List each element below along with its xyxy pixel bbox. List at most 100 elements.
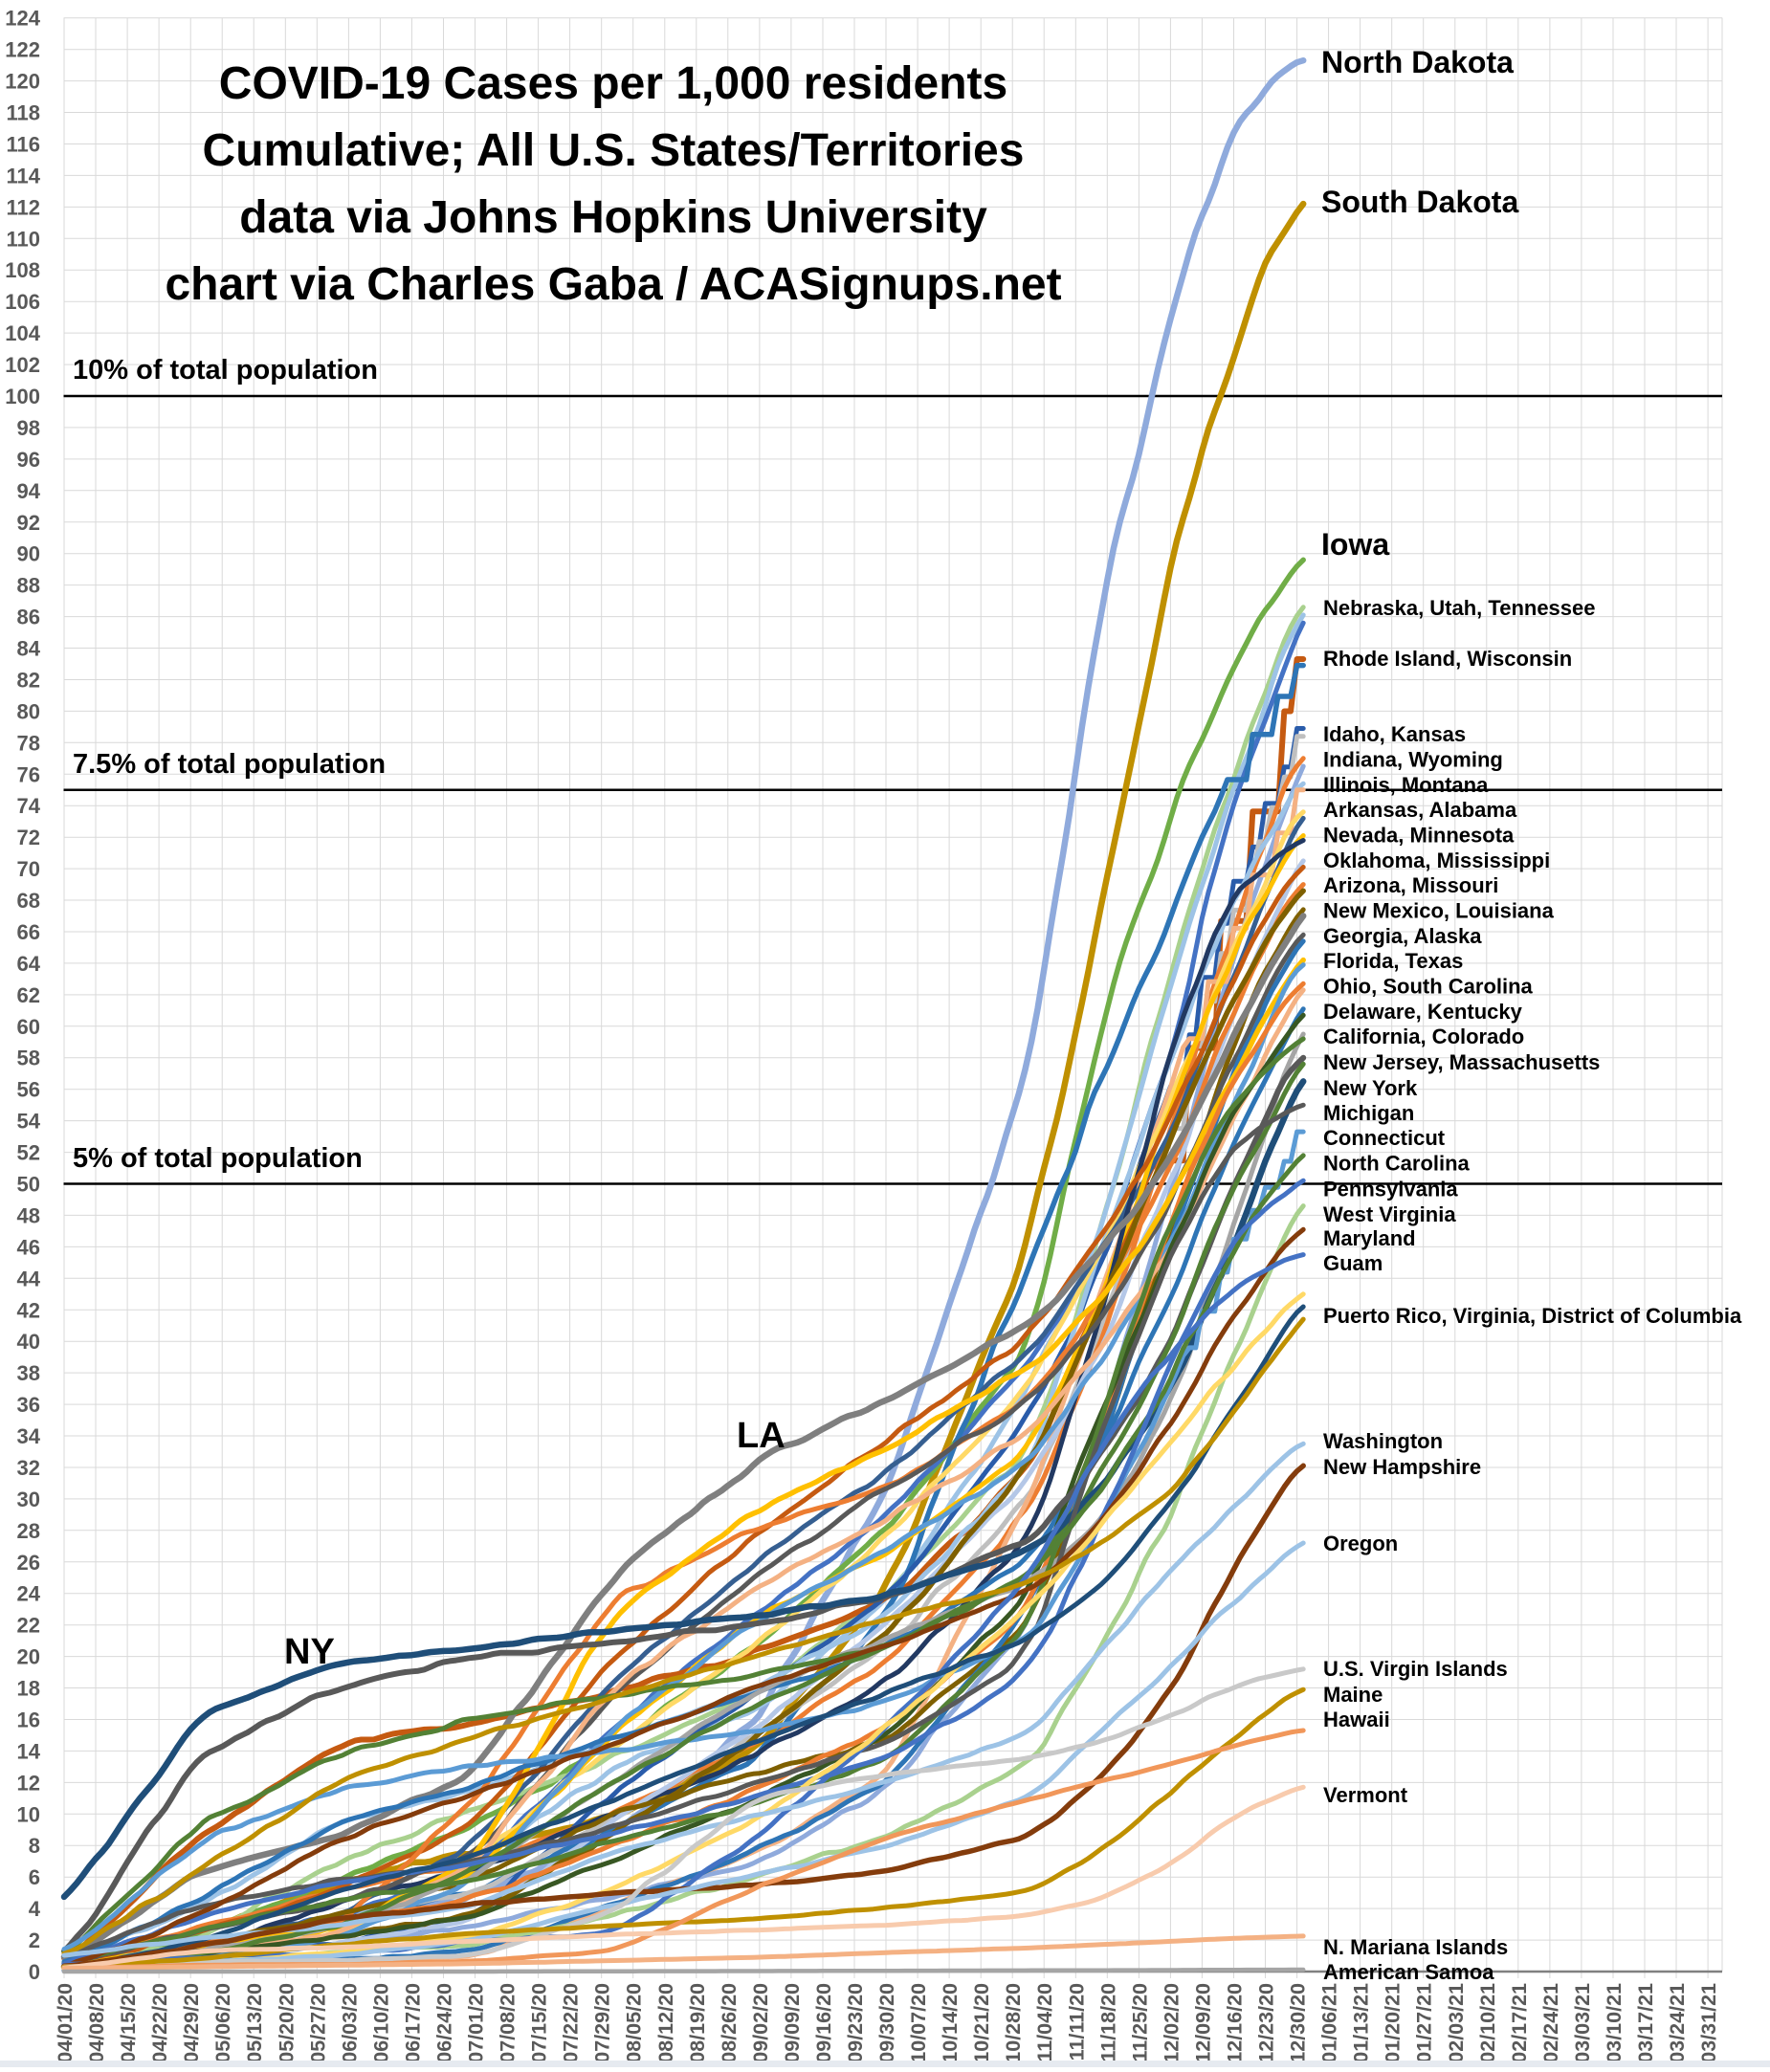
svg-text:Arizona, Missouri: Arizona, Missouri xyxy=(1323,873,1498,897)
svg-text:Cumulative; All U.S. States/Te: Cumulative; All U.S. States/Territories xyxy=(203,125,1025,176)
svg-text:03/03/21: 03/03/21 xyxy=(1571,1983,1594,2063)
svg-text:04/01/20: 04/01/20 xyxy=(54,1983,77,2063)
svg-text:Washington: Washington xyxy=(1323,1429,1443,1453)
svg-text:Maine: Maine xyxy=(1323,1683,1383,1707)
svg-text:90: 90 xyxy=(17,542,40,566)
svg-text:01/20/21: 01/20/21 xyxy=(1382,1983,1405,2063)
svg-text:Puerto Rico, Virginia, Distric: Puerto Rico, Virginia, District of Colum… xyxy=(1323,1304,1742,1328)
svg-text:18: 18 xyxy=(17,1677,40,1701)
svg-text:56: 56 xyxy=(17,1078,40,1102)
svg-text:Guam: Guam xyxy=(1323,1251,1383,1275)
svg-text:08/19/20: 08/19/20 xyxy=(686,1983,709,2063)
svg-text:10/21/20: 10/21/20 xyxy=(970,1983,993,2063)
svg-text:94: 94 xyxy=(17,479,41,503)
svg-text:01/13/21: 01/13/21 xyxy=(1350,1983,1373,2063)
svg-text:South Dakota: South Dakota xyxy=(1321,185,1518,219)
svg-text:80: 80 xyxy=(17,699,40,723)
svg-text:07/22/20: 07/22/20 xyxy=(560,1983,583,2063)
svg-text:Pennsylvania: Pennsylvania xyxy=(1323,1178,1458,1201)
svg-text:02/10/21: 02/10/21 xyxy=(1476,1983,1499,2063)
svg-text:48: 48 xyxy=(17,1203,40,1227)
svg-text:09/09/20: 09/09/20 xyxy=(781,1983,804,2063)
svg-text:46: 46 xyxy=(17,1235,40,1259)
svg-text:60: 60 xyxy=(17,1015,40,1039)
svg-text:120: 120 xyxy=(5,70,40,94)
svg-text:West Virginia: West Virginia xyxy=(1323,1202,1456,1226)
svg-text:Ohio, South Carolina: Ohio, South Carolina xyxy=(1323,975,1534,999)
svg-text:01/06/21: 01/06/21 xyxy=(1318,1983,1341,2063)
svg-text:12/02/20: 12/02/20 xyxy=(1160,1983,1183,2063)
svg-text:04/08/20: 04/08/20 xyxy=(85,1983,108,2063)
svg-text:08/12/20: 08/12/20 xyxy=(654,1983,677,2063)
svg-text:12/09/20: 12/09/20 xyxy=(1191,1983,1214,2063)
svg-text:10% of total population: 10% of total population xyxy=(73,355,378,386)
svg-text:110: 110 xyxy=(7,227,41,251)
svg-text:New Hampshire: New Hampshire xyxy=(1323,1455,1481,1479)
svg-text:Nevada, Minnesota: Nevada, Minnesota xyxy=(1323,824,1515,848)
svg-text:09/02/20: 09/02/20 xyxy=(749,1983,772,2063)
svg-text:50: 50 xyxy=(17,1173,40,1197)
svg-text:68: 68 xyxy=(17,889,40,913)
svg-text:104: 104 xyxy=(5,321,40,345)
svg-text:Connecticut: Connecticut xyxy=(1323,1126,1446,1150)
svg-text:Hawaii: Hawaii xyxy=(1323,1708,1390,1731)
svg-text:64: 64 xyxy=(17,952,41,976)
svg-text:N. Mariana Islands: N. Mariana Islands xyxy=(1323,1935,1508,1959)
svg-text:76: 76 xyxy=(17,762,40,786)
svg-text:2: 2 xyxy=(29,1929,40,1952)
svg-text:32: 32 xyxy=(17,1456,40,1480)
svg-text:Florida, Texas: Florida, Texas xyxy=(1323,949,1463,973)
svg-text:05/06/20: 05/06/20 xyxy=(211,1983,234,2063)
svg-text:10: 10 xyxy=(17,1802,40,1826)
svg-text:12/23/20: 12/23/20 xyxy=(1255,1983,1278,2063)
svg-text:02/24/21: 02/24/21 xyxy=(1539,1983,1562,2063)
svg-text:12/16/20: 12/16/20 xyxy=(1224,1983,1247,2063)
svg-text:28: 28 xyxy=(17,1519,40,1543)
svg-text:20: 20 xyxy=(17,1645,40,1669)
svg-text:42: 42 xyxy=(17,1298,40,1322)
svg-text:6: 6 xyxy=(29,1865,40,1889)
svg-text:04/15/20: 04/15/20 xyxy=(117,1983,140,2063)
svg-text:122: 122 xyxy=(5,38,40,62)
svg-text:74: 74 xyxy=(17,794,41,818)
svg-text:Michigan: Michigan xyxy=(1323,1101,1414,1125)
svg-text:07/01/20: 07/01/20 xyxy=(465,1983,488,2063)
svg-text:14: 14 xyxy=(17,1739,41,1763)
svg-text:08/05/20: 08/05/20 xyxy=(623,1983,646,2063)
svg-text:06/24/20: 06/24/20 xyxy=(433,1983,456,2063)
svg-text:52: 52 xyxy=(17,1141,40,1165)
svg-text:06/10/20: 06/10/20 xyxy=(369,1983,392,2063)
svg-text:30: 30 xyxy=(17,1488,40,1511)
svg-text:0: 0 xyxy=(29,1960,40,1984)
svg-text:California, Colorado: California, Colorado xyxy=(1323,1025,1524,1048)
svg-text:11/18/20: 11/18/20 xyxy=(1096,1983,1119,2062)
svg-text:Indiana, Wyoming: Indiana, Wyoming xyxy=(1323,748,1503,772)
svg-text:72: 72 xyxy=(17,826,40,849)
svg-text:12/30/20: 12/30/20 xyxy=(1287,1983,1310,2063)
svg-text:Idaho, Kansas: Idaho, Kansas xyxy=(1323,722,1466,746)
svg-text:36: 36 xyxy=(17,1393,40,1417)
svg-text:LA: LA xyxy=(737,1416,785,1456)
svg-text:02/17/21: 02/17/21 xyxy=(1508,1983,1531,2063)
svg-text:96: 96 xyxy=(17,448,40,472)
svg-text:New York: New York xyxy=(1323,1076,1418,1100)
svg-text:58: 58 xyxy=(17,1047,40,1070)
svg-text:North Carolina: North Carolina xyxy=(1323,1152,1471,1176)
svg-text:North Dakota: North Dakota xyxy=(1321,45,1514,79)
svg-text:62: 62 xyxy=(17,983,40,1007)
svg-text:09/16/20: 09/16/20 xyxy=(812,1983,835,2063)
svg-text:03/24/21: 03/24/21 xyxy=(1666,1983,1689,2063)
svg-text:82: 82 xyxy=(17,669,40,693)
svg-text:44: 44 xyxy=(17,1267,41,1290)
svg-text:chart via Charles Gaba / ACASi: chart via Charles Gaba / ACASignups.net xyxy=(165,259,1061,310)
svg-text:Iowa: Iowa xyxy=(1321,527,1389,562)
svg-text:24: 24 xyxy=(17,1582,41,1606)
svg-text:26: 26 xyxy=(17,1551,40,1575)
svg-text:Oregon: Oregon xyxy=(1323,1532,1398,1555)
svg-text:08/26/20: 08/26/20 xyxy=(718,1983,741,2063)
svg-text:09/23/20: 09/23/20 xyxy=(844,1983,867,2063)
svg-text:34: 34 xyxy=(17,1424,41,1448)
svg-text:22: 22 xyxy=(17,1614,40,1638)
svg-text:98: 98 xyxy=(17,416,40,440)
svg-text:03/10/21: 03/10/21 xyxy=(1603,1983,1626,2063)
